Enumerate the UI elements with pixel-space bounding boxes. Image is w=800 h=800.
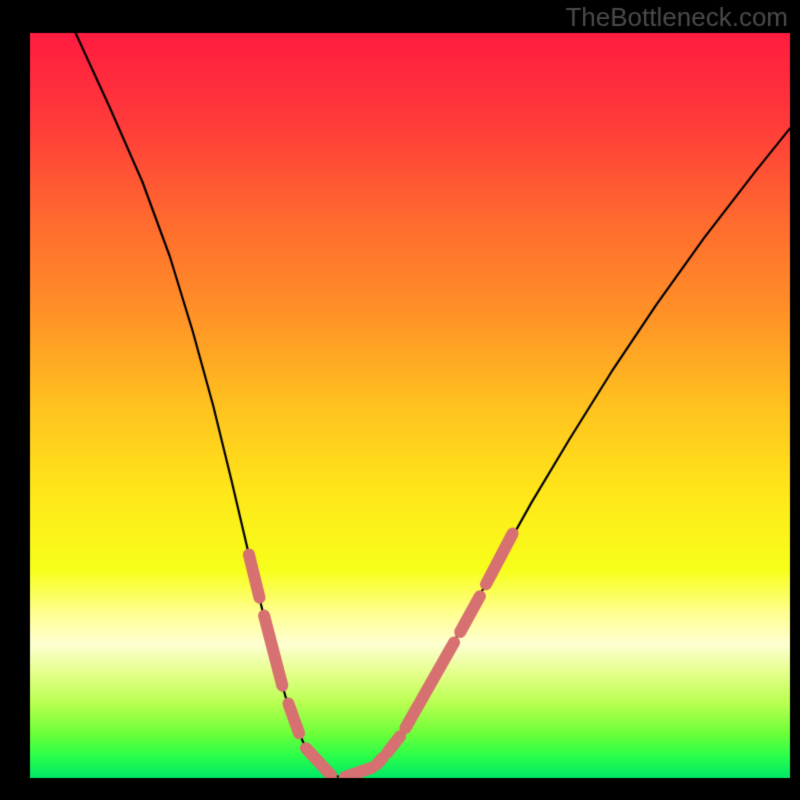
bottleneck-chart: [0, 0, 800, 800]
